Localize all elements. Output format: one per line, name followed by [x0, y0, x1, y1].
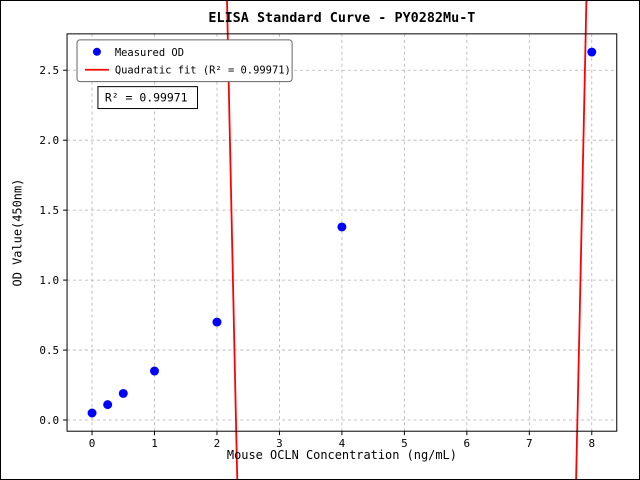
annotation-text: R² = 0.99971 — [105, 91, 188, 105]
legend-entry-quadratic-fit: Quadratic fit (R² = 0.99971) — [84, 65, 291, 77]
legend-marker-dot — [92, 47, 101, 56]
x-tick-label: 4 — [339, 437, 346, 450]
x-axis-label: Mouse OCLN Concentration (ng/mL) — [227, 448, 457, 462]
measured-od-points — [87, 47, 597, 418]
data-point — [150, 366, 159, 376]
y-tick-label: 0.0 — [39, 414, 59, 427]
legend-entry-measured-od: Measured OD — [92, 47, 184, 59]
y-tick-label: 2.5 — [39, 64, 59, 77]
data-point — [587, 47, 597, 57]
grid — [67, 33, 617, 432]
legend: Measured OD Quadratic fit (R² = 0.99971) — [76, 39, 293, 83]
data-point — [87, 408, 97, 418]
data-point — [212, 317, 222, 327]
y-axis-label: OD Value(450nm) — [10, 179, 24, 287]
x-tick-label: 6 — [464, 437, 471, 450]
x-tick-label: 5 — [401, 437, 408, 450]
r-squared-annotation: R² = 0.99971 — [97, 86, 199, 110]
y-tick-label: 0.5 — [39, 344, 59, 357]
y-tick-label: 2.0 — [39, 134, 59, 147]
chart-title: ELISA Standard Curve - PY0282Mu-T — [208, 11, 475, 26]
legend-label: Quadratic fit (R² = 0.99971) — [115, 65, 291, 77]
data-point — [337, 222, 347, 232]
x-tick-label: 7 — [526, 437, 533, 450]
y-tick-label: 1.5 — [39, 204, 59, 217]
x-tick-label: 1 — [151, 437, 158, 450]
x-tick-label: 0 — [89, 437, 96, 450]
annotation-box — [97, 86, 199, 110]
x-tick-label: 8 — [588, 437, 595, 450]
x-tick-label: 2 — [214, 437, 221, 450]
data-point — [103, 400, 113, 410]
x-tick-label: 3 — [276, 437, 283, 450]
legend-box — [76, 39, 293, 83]
y-tick-label: 1.0 — [39, 274, 59, 287]
legend-label: Measured OD — [115, 47, 184, 59]
data-point — [118, 388, 128, 398]
ticks — [63, 69, 593, 436]
